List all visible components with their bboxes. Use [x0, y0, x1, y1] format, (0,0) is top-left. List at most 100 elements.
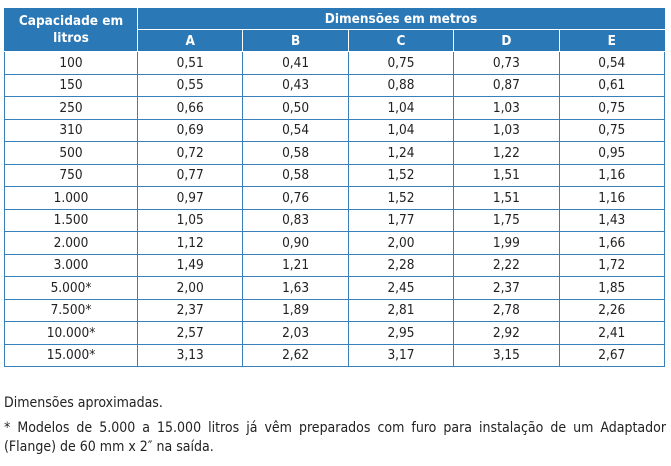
dimension-cell-b: 1,89	[242, 298, 349, 322]
dimension-cell-c: 1,04	[347, 96, 455, 120]
column-header-d: D	[453, 29, 560, 52]
capacity-cell: 310	[4, 118, 138, 142]
dimension-cell-e: 1,16	[558, 186, 666, 210]
dimension-cell-d: 1,51	[453, 186, 560, 210]
capacity-cell: 5.000*	[4, 276, 138, 300]
dimension-cell-d: 1,03	[453, 118, 560, 142]
dimension-cell-c: 2,45	[347, 276, 455, 300]
column-header-e: E	[558, 29, 666, 52]
capacity-cell: 7.500*	[4, 298, 138, 322]
dimension-cell-e: 0,75	[558, 96, 666, 120]
dimension-cell-e: 0,61	[558, 73, 666, 97]
dimension-cell-b: 0,54	[242, 118, 349, 142]
dimension-cell-c: 3,17	[347, 343, 455, 367]
dimension-cell-a: 3,13	[136, 343, 244, 367]
dimension-cell-e: 0,75	[558, 118, 666, 142]
table-row: 310 0,69 0,54 1,04 1,03 0,75	[4, 118, 666, 142]
dimension-cell-c: 1,04	[347, 118, 455, 142]
dimension-cell-e: 1,85	[558, 276, 666, 300]
dimension-cell-b: 0,83	[242, 208, 349, 232]
dimension-cell-d: 1,99	[453, 231, 560, 255]
capacity-cell: 10.000*	[4, 321, 138, 345]
dimension-cell-c: 1,24	[347, 141, 455, 165]
dimension-cell-c: 1,52	[347, 186, 455, 210]
notes: Dimensões aproximadas. * Modelos de 5.00…	[4, 394, 666, 457]
dimension-cell-e: 1,72	[558, 253, 666, 277]
dimension-cell-a: 1,05	[136, 208, 244, 232]
dimension-cell-a: 0,72	[136, 141, 244, 165]
table-row: 3.000 1,49 1,21 2,28 2,22 1,72	[4, 253, 666, 277]
column-header-c: C	[347, 29, 455, 52]
dimension-cell-c: 2,28	[347, 253, 455, 277]
dimension-cell-b: 0,41	[242, 51, 349, 75]
dimension-cell-a: 2,37	[136, 298, 244, 322]
capacity-cell: 250	[4, 96, 138, 120]
table-row: 250 0,66 0,50 1,04 1,03 0,75	[4, 96, 666, 120]
table-row: 150 0,55 0,43 0,88 0,87 0,61	[4, 73, 666, 97]
dimension-cell-d: 2,92	[453, 321, 560, 345]
capacity-cell: 3.000	[4, 253, 138, 277]
dimension-cell-e: 1,43	[558, 208, 666, 232]
table-row: 10.000* 2,57 2,03 2,95 2,92 2,41	[4, 321, 666, 345]
table-row: 1.500 1,05 0,83 1,77 1,75 1,43	[4, 208, 666, 232]
dimension-cell-d: 2,22	[453, 253, 560, 277]
dimension-cell-c: 2,95	[347, 321, 455, 345]
table-row: 1.000 0,97 0,76 1,52 1,51 1,16	[4, 186, 666, 210]
capacity-cell: 100	[4, 51, 138, 75]
dimension-cell-e: 2,26	[558, 298, 666, 322]
capacity-cell: 500	[4, 141, 138, 165]
dimension-cell-b: 0,58	[242, 163, 349, 187]
dimension-cell-c: 0,75	[347, 51, 455, 75]
dimension-cell-e: 2,67	[558, 343, 666, 367]
dimension-cell-d: 3,15	[453, 343, 560, 367]
capacity-cell: 1.000	[4, 186, 138, 210]
dimension-cell-a: 0,97	[136, 186, 244, 210]
dimension-cell-c: 2,00	[347, 231, 455, 255]
column-header-a: A	[136, 29, 244, 52]
dimension-cell-d: 1,22	[453, 141, 560, 165]
table-row: 500 0,72 0,58 1,24 1,22 0,95	[4, 141, 666, 165]
dimension-cell-e: 1,16	[558, 163, 666, 187]
dimension-cell-d: 0,87	[453, 73, 560, 97]
dimension-cell-b: 2,03	[242, 321, 349, 345]
dimension-cell-a: 1,12	[136, 231, 244, 255]
dimension-cell-d: 0,73	[453, 51, 560, 75]
table-row: 100 0,51 0,41 0,75 0,73 0,54	[4, 51, 666, 75]
dimensions-table: Capacidade em litros Dimensões em metros…	[4, 8, 666, 367]
footnote: * Modelos de 5.000 a 15.000 litros já vê…	[4, 420, 666, 455]
dimension-cell-b: 2,62	[242, 343, 349, 367]
dimension-cell-e: 0,95	[558, 141, 666, 165]
dimension-cell-b: 1,21	[242, 253, 349, 277]
dimension-cell-b: 0,50	[242, 96, 349, 120]
dimension-cell-d: 1,51	[453, 163, 560, 187]
table-row: 2.000 1,12 0,90 2,00 1,99 1,66	[4, 231, 666, 255]
dimension-cell-d: 2,37	[453, 276, 560, 300]
dimension-cell-b: 0,76	[242, 186, 349, 210]
table-row: 750 0,77 0,58 1,52 1,51 1,16	[4, 163, 666, 187]
dimension-cell-c: 0,88	[347, 73, 455, 97]
capacity-cell: 15.000*	[4, 343, 138, 367]
dimension-cell-d: 1,03	[453, 96, 560, 120]
capacity-cell: 1.500	[4, 208, 138, 232]
dimension-cell-d: 2,78	[453, 298, 560, 322]
dimension-cell-b: 0,58	[242, 141, 349, 165]
dimension-cell-b: 1,63	[242, 276, 349, 300]
table-row: 5.000* 2,00 1,63 2,45 2,37 1,85	[4, 276, 666, 300]
dimension-cell-a: 2,57	[136, 321, 244, 345]
dimension-cell-d: 1,75	[453, 208, 560, 232]
dimension-cell-e: 0,54	[558, 51, 666, 75]
table-row: 15.000* 3,13 2,62 3,17 3,15 2,67	[4, 343, 666, 367]
column-header-b: B	[242, 29, 349, 52]
dimensions-group-header: Dimensões em metros	[137, 8, 665, 30]
capacity-cell: 150	[4, 73, 138, 97]
capacity-cell: 2.000	[4, 231, 138, 255]
dimension-cell-c: 2,81	[347, 298, 455, 322]
approx-note: Dimensões aproximadas.	[4, 395, 163, 411]
dimension-cell-e: 1,66	[558, 231, 666, 255]
dimension-cell-c: 1,52	[347, 163, 455, 187]
dimension-cell-a: 1,49	[136, 253, 244, 277]
dimension-cell-a: 0,69	[136, 118, 244, 142]
capacity-header: Capacidade em litros	[4, 8, 138, 52]
table-row: 7.500* 2,37 1,89 2,81 2,78 2,26	[4, 298, 666, 322]
dimension-cell-a: 0,51	[136, 51, 244, 75]
